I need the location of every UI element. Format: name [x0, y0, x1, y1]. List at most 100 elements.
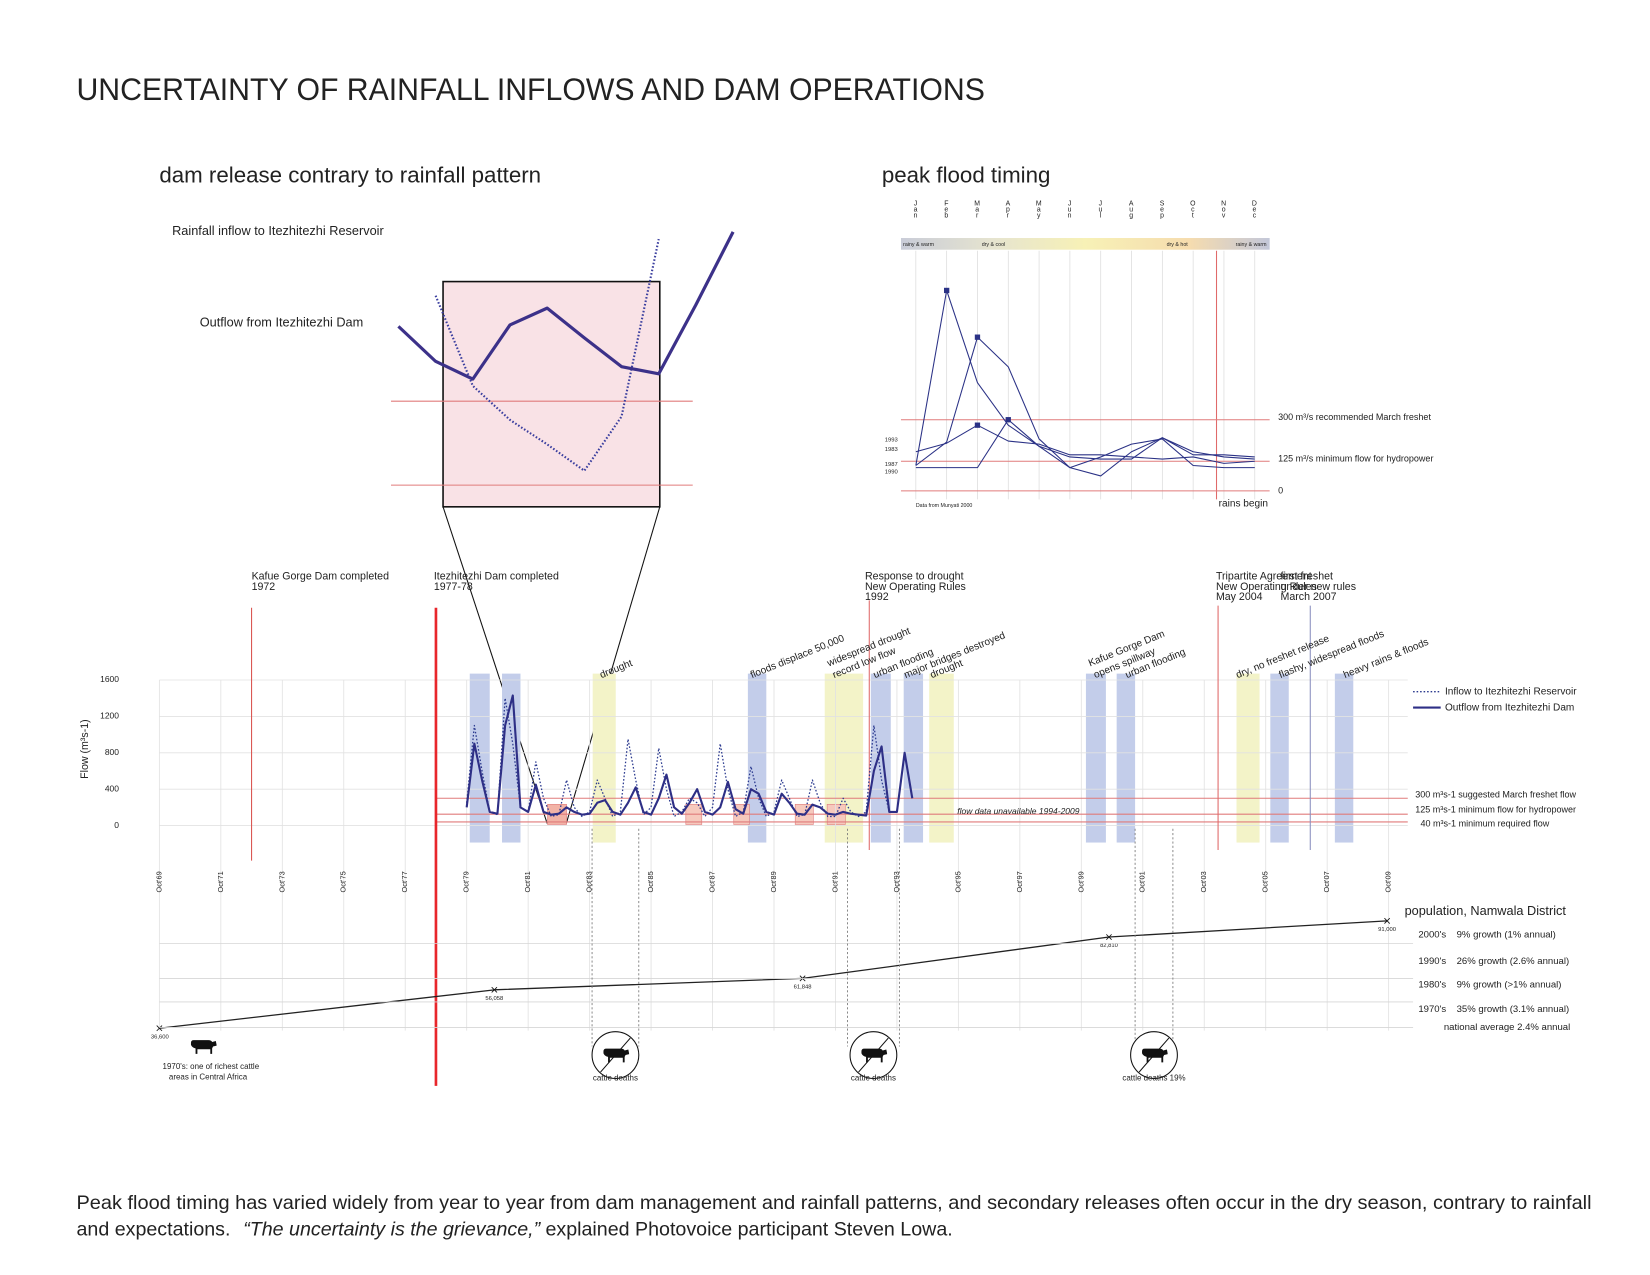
growth-text: 26% growth (2.6% annual) — [1457, 956, 1570, 967]
x-tick-label: Oct'07 — [1322, 871, 1331, 892]
x-tick-label: Oct'71 — [216, 871, 225, 892]
growth-text: 35% growth (3.1% annual) — [1457, 1004, 1570, 1015]
chart-title: dam release contrary to rainfall pattern — [159, 162, 541, 187]
event-label: Response to drought — [865, 571, 964, 583]
x-tick-label: Oct'03 — [1199, 871, 1208, 892]
x-tick-label: Oct'97 — [1015, 871, 1024, 892]
x-tick-label: Dec — [1251, 200, 1258, 218]
band — [1236, 673, 1260, 843]
event-label: 1977-78 — [434, 581, 473, 593]
event-label: first freshet — [1281, 571, 1334, 583]
x-tick-label: Oct'09 — [1384, 871, 1393, 892]
x-tick-label: Apr — [1004, 200, 1011, 218]
cattle-label: cattle deaths — [851, 1074, 896, 1083]
series-line — [465, 694, 914, 817]
series-label: 1987 — [885, 462, 898, 468]
season-label: dry & cool — [982, 242, 1006, 248]
band — [903, 673, 924, 843]
season-label: dry & hot — [1167, 242, 1189, 248]
point-marker — [156, 1025, 163, 1032]
event-label: Tripartite Agreement — [1216, 571, 1312, 583]
x-tick-label: Oct'85 — [646, 871, 655, 892]
series-label: Outflow from Itezhitezhi Dam — [200, 314, 363, 329]
caption-line: and expectations. “The uncertainty is the… — [76, 1219, 952, 1241]
reference-label: 300 m³/s recommended March freshet — [1278, 412, 1431, 422]
x-tick-label: Oct'89 — [769, 871, 778, 892]
x-tick-label: Oct'93 — [892, 871, 901, 892]
event-label: 1972 — [252, 581, 276, 593]
y-tick-label: 1600 — [100, 674, 119, 684]
legend-label: Outflow from Itezhitezhi Dam — [1445, 702, 1574, 713]
growth-decade: 2000's — [1418, 930, 1446, 941]
reference-label: 0 — [1278, 485, 1283, 495]
note: flow data unavailable 1994-2009 — [957, 806, 1079, 816]
x-tick-label: Oct'87 — [708, 871, 717, 892]
x-tick-label: Oct'95 — [953, 871, 962, 892]
growth-text: national average 2.4% annual — [1444, 1022, 1570, 1033]
band — [929, 673, 954, 843]
reference-label: 40 m³s-1 minimum required flow — [1421, 818, 1550, 828]
zoom-connector — [565, 506, 661, 824]
cattle-icon — [190, 1040, 217, 1054]
zoom-box — [442, 280, 661, 508]
cattle-cross — [858, 1037, 889, 1073]
event-label: 1992 — [865, 591, 889, 603]
caption-line: Peak flood timing has varied widely from… — [76, 1192, 1591, 1214]
season-band — [900, 238, 1270, 250]
x-tick-label: May — [1035, 200, 1042, 219]
event-label: New Operating Rules — [865, 581, 966, 593]
x-tick-label: Oct'01 — [1138, 871, 1147, 892]
band — [1085, 673, 1106, 843]
data-label: 56,058 — [485, 996, 503, 1002]
growth-decade: 1980's — [1418, 979, 1446, 990]
legend-label: Inflow to Itezhitezhi Reservoir — [1445, 686, 1577, 697]
season-label: rainy & warm — [1236, 242, 1267, 248]
series-line — [397, 231, 735, 381]
data-label: 91,000 — [1378, 927, 1397, 933]
y-axis-label: Flow (m³s-1) — [79, 719, 91, 779]
caption-text: and expectations. — [76, 1219, 230, 1241]
x-tick-label: Oct'99 — [1076, 871, 1085, 892]
event-label: March 2007 — [1281, 591, 1337, 603]
event-label: Itezhitezhi Dam completed — [434, 571, 559, 583]
x-tick-label: Jul — [1097, 200, 1104, 218]
chart-title: peak flood timing — [882, 162, 1051, 187]
x-tick-label: Oct'91 — [830, 871, 839, 892]
source-note: Data from Munyati 2000 — [916, 503, 973, 509]
series-label: 1983 — [885, 447, 898, 453]
y-tick-label: 1200 — [100, 711, 119, 721]
series-line — [915, 424, 1255, 464]
reference-label: 125 m³/s minimum flow for hydropower — [1278, 453, 1433, 463]
x-tick-label: Oct'79 — [462, 871, 471, 892]
event-label: under new rules — [1281, 581, 1357, 593]
x-tick-label: Oct'83 — [585, 871, 594, 892]
cattle-label: cattle deaths — [593, 1074, 638, 1083]
point-marker — [491, 986, 498, 993]
peak-marker — [943, 287, 950, 294]
x-tick-label: Sep — [1159, 200, 1166, 219]
x-tick-label: Oct'69 — [154, 871, 163, 892]
band — [469, 673, 490, 843]
x-tick-label: Oct'73 — [277, 871, 286, 892]
band — [1116, 673, 1136, 843]
x-tick-label: Mar — [974, 200, 981, 218]
event-label: May 2004 — [1216, 591, 1263, 603]
y-tick-label: 0 — [114, 820, 119, 830]
growth-decade: 1970's — [1418, 1004, 1446, 1015]
cattle-cross — [1138, 1037, 1170, 1073]
x-tick-label: Oct'81 — [523, 871, 532, 892]
x-tick-label: Jan — [912, 200, 919, 218]
season-label: rainy & warm — [903, 242, 934, 248]
band — [592, 673, 616, 843]
caption-quote: “The uncertainty is the grievance,” — [243, 1219, 541, 1241]
point-marker — [1106, 934, 1112, 940]
series-label: Rainfall inflow to Itezhitezhi Reservoir — [172, 223, 384, 238]
x-tick-label: Oct'75 — [339, 871, 348, 892]
series-line — [915, 336, 1255, 477]
cattle-cross — [600, 1037, 631, 1073]
cattle-note: areas in Central Africa — [169, 1072, 248, 1081]
growth-text: 9% growth (1% annual) — [1457, 930, 1556, 941]
x-tick-label: Nov — [1220, 200, 1227, 218]
band — [870, 673, 891, 843]
